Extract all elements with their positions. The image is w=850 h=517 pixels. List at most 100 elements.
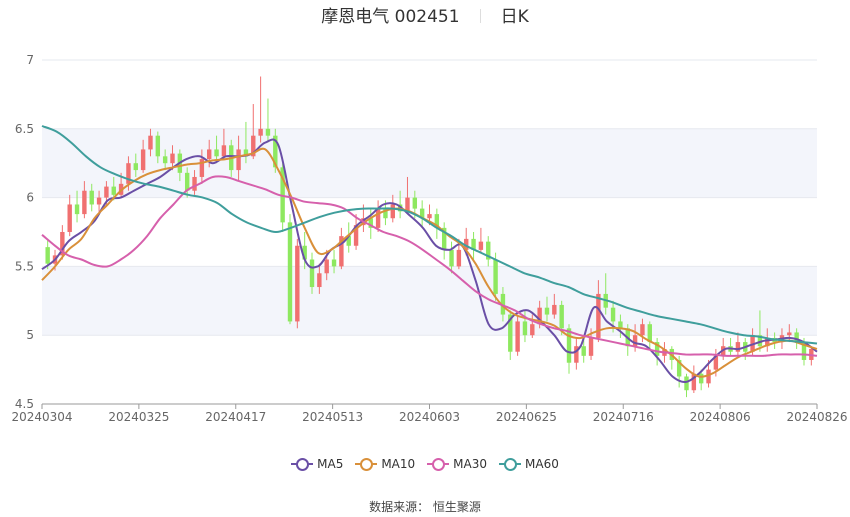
candle-body [537,307,542,325]
candle-body [647,324,652,343]
legend-item-ma5[interactable]: MA5 [291,457,343,471]
candle-body [287,222,293,322]
candle-body [251,135,256,157]
candle-body [353,225,359,246]
candle-body [478,241,484,250]
y-tick-label: 5.5 [15,259,34,273]
band-3 [42,266,817,336]
x-tick-label: 20240603 [399,410,460,424]
candle-body [691,373,697,391]
candle-body [170,153,175,164]
candle-body [74,204,80,215]
candle-body [676,359,682,377]
candle-body [419,208,425,219]
candle-body [148,135,153,150]
legend-symbol-icon [427,458,450,471]
legend-item-ma60[interactable]: MA60 [499,457,559,471]
candle-body [801,342,807,360]
x-tick-label: 20240826 [786,410,847,424]
candle-body [610,307,616,322]
x-tick-label: 20240806 [690,410,751,424]
legend-symbol-icon [499,458,522,471]
candle-body [273,135,278,168]
y-tick-label: 7 [26,53,34,67]
legend-item-ma10[interactable]: MA10 [355,457,415,471]
candle-body [412,197,418,209]
candle-body [162,156,168,164]
candle-body [111,186,116,195]
candle-body [140,149,146,171]
period-label: 日K [500,7,529,27]
candle-body [89,190,94,205]
y-axis: 7 6.5 6 5.5 5 4.5 [15,53,34,411]
candle-body [405,197,410,212]
candle-body [331,259,337,267]
candle-body [765,337,770,347]
candle-body [456,249,462,267]
candle-body [544,307,550,315]
candle-body [67,204,72,232]
candle-body [464,238,469,250]
y-tick-label: 5 [26,328,34,342]
candle-body [199,159,205,177]
candle-body [192,176,197,191]
candle-body [133,163,138,171]
candle-body [449,249,454,267]
x-tick-label: 20240325 [108,410,169,424]
candle-body [684,376,689,391]
candle-body [236,149,241,171]
legend-item-ma30[interactable]: MA30 [427,457,487,471]
background-bands [42,128,817,336]
candle-body [96,197,102,205]
candle-body [104,186,109,198]
candle-body [581,346,586,356]
candle-body [522,321,528,336]
x-axis: 20240304 20240325 20240417 20240513 20240603… [11,404,848,424]
candle-body [214,149,219,157]
candle-body [243,149,249,157]
x-tick-label: 20240417 [205,410,266,424]
candle-body [434,214,440,228]
candle-body [346,236,351,246]
candle-body [618,321,623,329]
candle-body [706,369,711,384]
candle-body [713,355,719,370]
candle-body [317,273,322,288]
candle-body [787,332,792,336]
candle-body [302,245,307,260]
x-tick-label: 20240716 [593,410,654,424]
band-1 [42,128,817,198]
candle-body [221,145,227,157]
stock-name-code: 摩恩电气 002451 [321,7,460,27]
candle-body [390,204,395,219]
legend-label: MA30 [453,457,488,471]
legend: MA5 MA10 MA30 MA60 [0,457,850,477]
candle-body [60,232,65,256]
chart-title: 摩恩电气 002451 日K [0,5,850,29]
candle-body [126,163,131,184]
legend-label: MA60 [525,457,559,471]
kline-chart: 76.565.554.5 20240304 20240325 20240417 202… [11,53,848,424]
candle-body [566,328,572,363]
x-tick-label: 20240304 [11,410,72,424]
candle-body [368,218,373,228]
candle-body [207,149,212,160]
candle-body [295,245,300,322]
candle-body [155,135,161,157]
candle-body [757,335,763,347]
candle-body [339,236,344,267]
legend-symbol-icon [291,458,314,471]
candle-body [383,208,388,219]
ma-line-ma10 [41,147,818,378]
ma-line-ma30 [41,175,818,357]
candle-body [735,342,741,352]
grid-lines [42,59,817,405]
candle-body [500,293,506,315]
candle-body [493,259,498,294]
candle-body [375,208,381,228]
candle-body [441,227,447,250]
legend-label: MA5 [317,457,344,471]
candle-body [574,346,579,363]
ma-line-ma60 [41,125,818,345]
candle-body [309,259,315,288]
